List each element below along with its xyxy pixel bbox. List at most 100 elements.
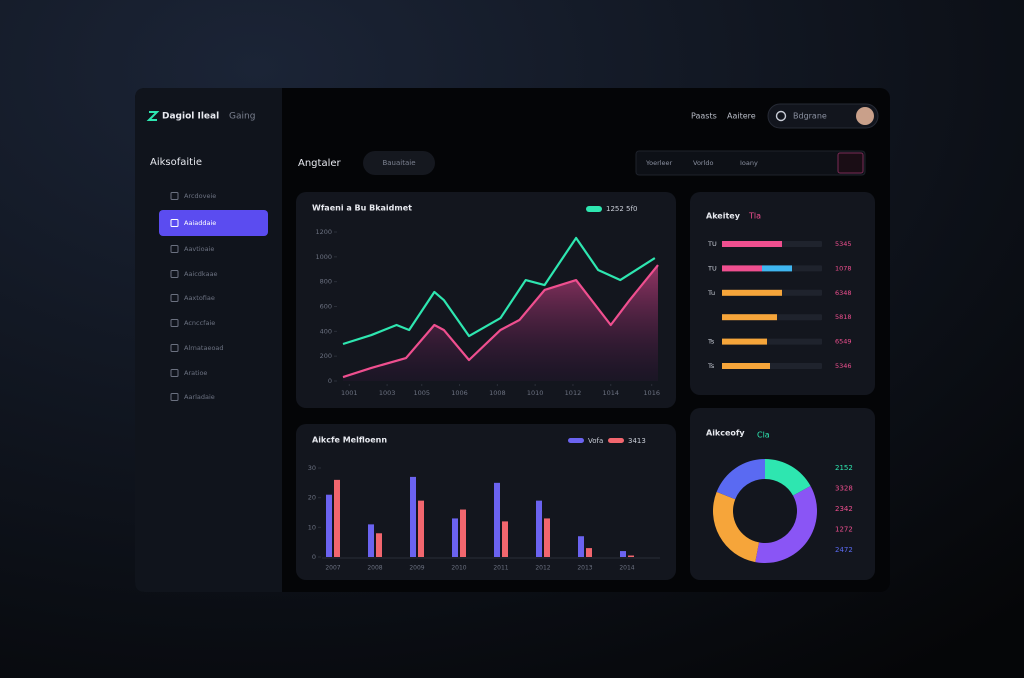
x-tick-label: 2009 — [409, 565, 424, 572]
bar — [578, 536, 584, 557]
menu-icon — [170, 245, 179, 253]
tab[interactable]: Ioany — [740, 159, 758, 167]
x-tick-label: 2010 — [451, 565, 466, 572]
menu-item[interactable]: Aaiaddaie — [184, 219, 216, 227]
button-label: Bauaitaie — [382, 159, 415, 167]
chart-title: Wfaeni a Bu Bkaidmet — [312, 204, 412, 213]
y-tick-label: 30 — [308, 464, 316, 472]
bar — [334, 479, 340, 557]
button[interactable] — [363, 151, 435, 175]
chart-tag: Tla — [748, 212, 761, 221]
nav-link[interactable]: Aaitere — [727, 112, 756, 121]
menu-item[interactable]: Arcdoveie — [184, 192, 216, 200]
legend-label: Vofa — [588, 437, 603, 445]
y-tick-label: 0 — [328, 377, 332, 385]
legend-label: 2152 — [835, 464, 853, 472]
menu-icon — [170, 393, 179, 401]
area — [343, 265, 658, 381]
chart-title: Aikcfe Melfloenn — [312, 436, 387, 445]
bar — [722, 241, 782, 247]
sidebar-title: Aiksofaitie — [150, 157, 202, 168]
x-tick-label: 1006 — [451, 389, 468, 397]
x-tick-label: 2012 — [535, 565, 550, 572]
x-tick-label: 1003 — [379, 389, 396, 397]
x-tick-label: 1016 — [643, 389, 660, 397]
row-label: Ts — [707, 338, 715, 346]
menu-icon — [170, 344, 179, 352]
donut-segment — [713, 491, 760, 563]
row-value: 1078 — [835, 264, 852, 272]
search-box[interactable] — [767, 103, 879, 129]
menu-icon — [170, 270, 179, 278]
donut-segment — [716, 459, 765, 500]
menu-item[interactable]: Aavtioaie — [184, 245, 214, 253]
row-value: 5345 — [835, 240, 852, 248]
bar — [452, 518, 458, 557]
menu-item[interactable]: Alrnataeoad — [184, 344, 224, 352]
bar — [418, 500, 424, 557]
menu-item[interactable]: Aaicdkaae — [184, 270, 218, 278]
menu-icon — [170, 294, 179, 302]
x-tick-label: 1010 — [527, 389, 544, 397]
line — [342, 236, 656, 346]
legend-label: 3328 — [835, 485, 853, 493]
y-tick-label: 200 — [320, 352, 332, 360]
legend-label: 3413 — [628, 437, 646, 445]
row-value: 6348 — [835, 289, 852, 297]
y-tick-label: 0 — [312, 553, 316, 561]
legend-label: 2472 — [835, 546, 853, 554]
tab-icon[interactable] — [837, 152, 864, 174]
bar — [620, 551, 626, 557]
x-tick-label: 2011 — [493, 565, 508, 572]
bar — [586, 548, 592, 557]
brand: Dagiol Ileal — [162, 112, 219, 122]
bar — [762, 265, 792, 272]
legend-swatch — [586, 206, 602, 212]
chart-title: Aikceofy — [706, 429, 745, 438]
menu-item[interactable]: Aarladaie — [184, 393, 215, 401]
bar — [460, 509, 466, 557]
search-text: Bdgrane — [793, 112, 827, 121]
row-label: Tu — [707, 289, 715, 297]
tab[interactable]: Yoerleer — [645, 159, 673, 167]
x-tick-label: 2014 — [619, 565, 634, 572]
tab-bar — [635, 150, 866, 176]
logo — [146, 111, 160, 121]
y-tick-label: 10 — [308, 523, 316, 531]
bar — [628, 555, 634, 557]
y-tick-label: 20 — [308, 494, 316, 502]
legend-label: 1272 — [835, 526, 853, 534]
menu-icon — [170, 192, 179, 200]
row-value: 6549 — [835, 338, 852, 346]
row-value: 5818 — [835, 313, 852, 321]
legend-label: 1252 5f0 — [606, 205, 637, 213]
line — [342, 264, 659, 379]
chart-tag: Cla — [757, 431, 770, 440]
y-tick-label: 1000 — [315, 253, 332, 261]
x-tick-label: 2013 — [577, 565, 592, 572]
legend-label: 2342 — [835, 505, 853, 513]
x-tick-label: 1012 — [565, 389, 582, 397]
menu-item[interactable]: Aratioe — [184, 369, 207, 377]
nav-link[interactable]: Paasts — [691, 112, 717, 121]
avatar[interactable] — [856, 107, 874, 125]
row-label: Ts — [707, 362, 715, 370]
bar — [368, 524, 374, 557]
x-tick-label: 1005 — [413, 389, 430, 397]
y-tick-label: 600 — [320, 303, 332, 311]
bar — [502, 521, 508, 557]
bar — [326, 494, 332, 557]
bar — [722, 265, 762, 272]
search-icon — [775, 110, 787, 122]
y-tick-label: 1200 — [315, 228, 332, 236]
page-title: Angtaler — [298, 158, 342, 169]
menu-icon — [170, 369, 179, 377]
bar — [410, 476, 416, 557]
menu-item[interactable]: Acnccfaie — [184, 319, 215, 327]
x-tick-label: 2008 — [367, 565, 382, 572]
x-tick-label: 1001 — [341, 389, 358, 397]
menu-item[interactable]: Aaxtofiae — [184, 294, 215, 302]
bar — [722, 314, 777, 321]
tab[interactable]: Vorldo — [693, 159, 714, 167]
